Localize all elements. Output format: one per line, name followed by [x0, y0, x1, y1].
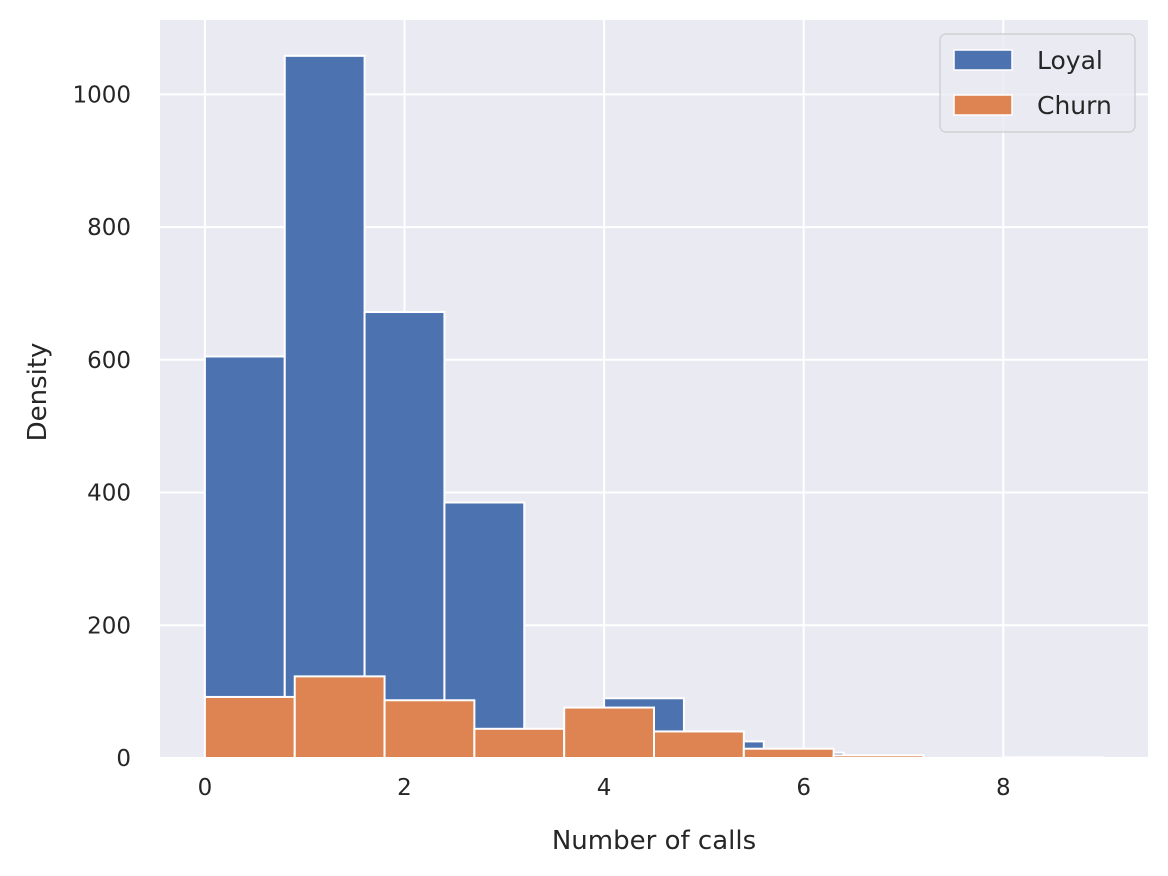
y-tick-label: 400	[87, 481, 131, 507]
bar-churn	[1012, 756, 1105, 759]
y-tick-label: 200	[87, 613, 131, 639]
bar-churn	[293, 675, 386, 760]
bar-churn	[203, 695, 296, 759]
bar-churn	[832, 754, 925, 760]
bar-churn	[742, 747, 835, 759]
x-tick-labels: 0 2 4 6 8	[198, 775, 1011, 801]
legend-label-loyal: Loyal	[1037, 46, 1103, 75]
bars	[203, 54, 1105, 760]
y-tick-labels: 0 200 400 600 800 1000	[72, 82, 131, 772]
bar-churn	[563, 706, 656, 760]
legend-label-churn: Churn	[1037, 91, 1112, 120]
series-churn	[203, 675, 1105, 760]
x-tick-label: 2	[397, 775, 412, 801]
y-tick-label: 800	[87, 215, 131, 241]
bar-churn	[473, 727, 566, 760]
x-tick-label: 8	[996, 775, 1011, 801]
x-tick-label: 6	[796, 775, 811, 801]
legend-swatch-churn	[953, 94, 1013, 116]
y-tick-label: 1000	[72, 82, 131, 108]
y-tick-label: 600	[87, 348, 131, 374]
y-tick-label: 0	[116, 746, 131, 772]
x-tick-label: 4	[597, 775, 612, 801]
bar-churn	[653, 730, 745, 760]
bar-churn	[383, 699, 476, 760]
x-axis-label: Number of calls	[552, 826, 756, 856]
legend-swatch-loyal	[953, 49, 1013, 71]
bar-loyal	[443, 501, 526, 759]
y-axis-label: Density	[23, 343, 53, 442]
legend: Loyal Churn	[939, 33, 1136, 133]
x-tick-label: 0	[198, 775, 213, 801]
bar-loyal	[283, 54, 366, 759]
